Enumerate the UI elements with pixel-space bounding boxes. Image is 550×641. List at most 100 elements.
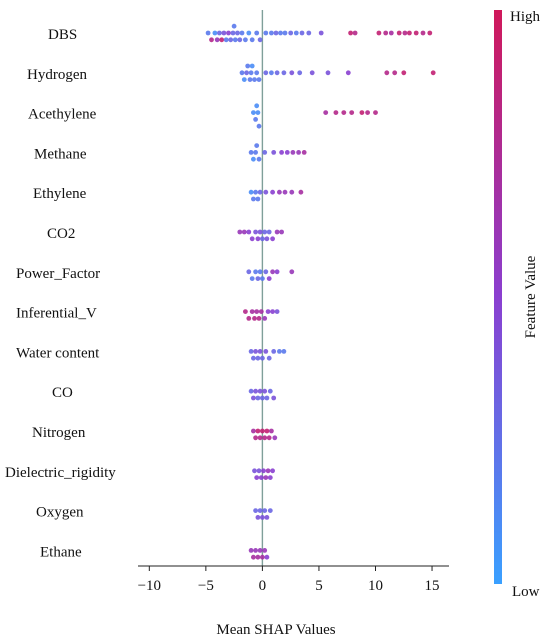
feature-label: Nitrogen [32, 425, 86, 441]
shap-point [260, 428, 265, 434]
shap-point [248, 70, 254, 76]
shap-point [318, 30, 324, 36]
feature-label: Oxygen [36, 505, 84, 521]
shap-point [263, 70, 269, 76]
shap-point [248, 349, 254, 354]
shap-point [244, 70, 250, 76]
shap-point [296, 150, 301, 155]
feature-label: Power_Factor [16, 266, 100, 282]
shap-point [254, 103, 260, 109]
shap-point [257, 388, 263, 394]
shap-point [267, 508, 273, 513]
shap-point [309, 70, 315, 76]
shap-point [251, 110, 256, 115]
shap-point [260, 515, 265, 520]
shap-point [258, 475, 264, 480]
shap-point [260, 276, 265, 281]
shap-point [297, 70, 303, 76]
shap-point [219, 37, 225, 43]
shap-point [323, 110, 329, 115]
shap-point [249, 276, 255, 281]
shap-point [252, 468, 257, 474]
shap-point [257, 508, 263, 513]
colorbar [494, 10, 502, 584]
shap-point [352, 30, 358, 36]
shap-point [262, 435, 268, 441]
shap-point [270, 309, 275, 314]
shap-point [427, 30, 433, 36]
shap-point [341, 110, 347, 115]
shap-point [239, 70, 245, 76]
shap-point [264, 428, 270, 434]
shap-point [253, 269, 258, 275]
shap-point [257, 349, 263, 354]
shap-point [255, 276, 261, 281]
shap-point [254, 70, 260, 76]
shap-point [253, 435, 258, 441]
colorbar-high-label: High [510, 9, 541, 25]
shap-point [249, 309, 255, 314]
shap-point [260, 355, 265, 361]
shap-point [388, 30, 394, 36]
shap-point [278, 30, 283, 36]
shap-point [246, 316, 252, 321]
feature-label: Ethane [40, 544, 82, 560]
shap-point [265, 309, 271, 314]
shap-point [252, 77, 257, 82]
shap-point [269, 70, 274, 76]
shap-point [392, 70, 398, 76]
shap-point [257, 229, 263, 235]
shap-point [262, 508, 268, 513]
shap-point [254, 30, 260, 36]
shap-point [256, 123, 262, 129]
shap-point [282, 189, 288, 195]
shap-point [255, 110, 261, 115]
shap-point [281, 70, 287, 76]
shap-point [253, 548, 258, 553]
feature-label: Water content [16, 345, 100, 361]
x-tick-label: −5 [198, 578, 214, 594]
shap-point [249, 236, 255, 242]
shap-point [260, 395, 265, 401]
shap-point [248, 388, 254, 394]
shap-point [271, 349, 277, 354]
feature-label: Inferential_V [16, 306, 97, 322]
shap-point [245, 63, 251, 69]
shap-point [228, 37, 234, 43]
shap-point [289, 269, 295, 275]
shap-point [247, 77, 253, 82]
shap-point [256, 77, 262, 82]
shap-point [257, 435, 263, 441]
shap-point [359, 110, 365, 115]
shap-point [264, 236, 270, 242]
shap-point [267, 388, 273, 394]
shap-point [253, 150, 258, 155]
shap-point [226, 30, 231, 36]
shap-point [209, 37, 214, 43]
shap-point [255, 428, 261, 434]
shap-point [241, 77, 247, 82]
shap-point [263, 269, 269, 275]
shap-point [298, 189, 304, 195]
shap-point [251, 395, 256, 401]
shap-point [262, 548, 268, 553]
shap-point [252, 316, 257, 321]
shap-point [289, 189, 295, 195]
shap-point [253, 189, 258, 195]
shap-point [255, 355, 261, 361]
shap-point [267, 475, 273, 480]
shap-point [246, 229, 252, 235]
feature-label: Dielectric_rigidity [5, 465, 116, 481]
shap-point [237, 229, 243, 235]
shap-point [349, 110, 355, 115]
shap-point [348, 30, 353, 36]
shap-point [266, 435, 272, 441]
shap-point [237, 37, 243, 43]
feature-label: CO [52, 385, 73, 401]
shap-point [257, 548, 263, 553]
shap-point [251, 196, 256, 202]
shap-point [246, 30, 252, 36]
shap-point [277, 189, 282, 195]
shap-point [420, 30, 426, 36]
shap-point [239, 30, 245, 36]
